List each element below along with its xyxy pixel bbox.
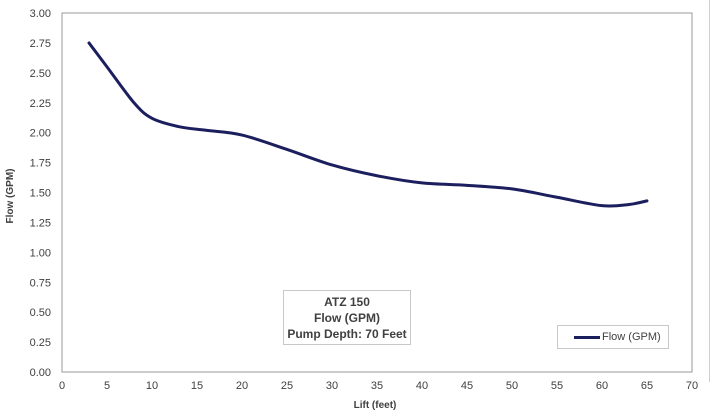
y-tick-label: 3.00 bbox=[30, 8, 51, 20]
x-tick-label: 50 bbox=[506, 380, 518, 392]
y-tick-label: 0.00 bbox=[30, 367, 51, 379]
x-tick-label: 70 bbox=[686, 380, 698, 392]
y-tick-label: 2.75 bbox=[30, 38, 51, 50]
x-tick-label: 0 bbox=[59, 380, 65, 392]
legend-swatch bbox=[574, 335, 600, 339]
x-tick-label: 40 bbox=[416, 380, 428, 392]
x-tick-label: 20 bbox=[236, 380, 248, 392]
legend-label: Flow (GPM) bbox=[602, 331, 661, 343]
x-tick-label: 65 bbox=[641, 380, 653, 392]
y-tick-label: 1.25 bbox=[30, 217, 51, 229]
y-tick-label: 0.50 bbox=[30, 307, 51, 319]
x-tick-label: 30 bbox=[326, 380, 338, 392]
x-tick-label: 35 bbox=[371, 380, 383, 392]
annotation-pump-depth: Pump Depth: 70 Feet bbox=[287, 326, 407, 341]
x-tick-label: 55 bbox=[551, 380, 563, 392]
series-layer bbox=[87, 41, 649, 208]
frame-edge bbox=[709, 0, 710, 382]
y-tick-label: 0.25 bbox=[30, 337, 51, 349]
x-tick-label: 60 bbox=[596, 380, 608, 392]
x-axis-title: Lift (feet) bbox=[354, 400, 397, 411]
y-tick-label: 2.00 bbox=[30, 128, 51, 140]
y-tick-label: 1.00 bbox=[30, 247, 51, 259]
y-tick-label: 1.75 bbox=[30, 158, 51, 170]
chart-legend: Flow (GPM) bbox=[557, 325, 669, 349]
y-tick-label: 0.75 bbox=[30, 277, 51, 289]
x-axis: 0 5 10 15 20 25 30 35 40 45 50 55 60 65 70 bbox=[59, 380, 698, 392]
x-tick-label: 10 bbox=[146, 380, 158, 392]
plot-border bbox=[61, 12, 693, 373]
annotation-model: ATZ 150 bbox=[324, 294, 370, 309]
x-tick-label: 25 bbox=[281, 380, 293, 392]
y-axis-title: Flow (GPM) bbox=[5, 169, 16, 224]
series-line-flow-gpm bbox=[87, 41, 649, 208]
x-tick-label: 5 bbox=[104, 380, 110, 392]
y-tick-label: 2.25 bbox=[30, 98, 51, 110]
y-tick-label: 2.50 bbox=[30, 68, 51, 80]
x-tick-label: 15 bbox=[191, 380, 203, 392]
x-tick-label: 45 bbox=[461, 380, 473, 392]
chart-annotation-box: ATZ 150 Flow (GPM) Pump Depth: 70 Feet bbox=[283, 290, 411, 345]
annotation-metric: Flow (GPM) bbox=[314, 310, 380, 325]
y-axis: 0.00 0.25 0.50 0.75 1.00 1.25 1.50 1.75 2.00 2.25… bbox=[30, 8, 51, 379]
y-tick-label: 1.50 bbox=[30, 188, 51, 200]
